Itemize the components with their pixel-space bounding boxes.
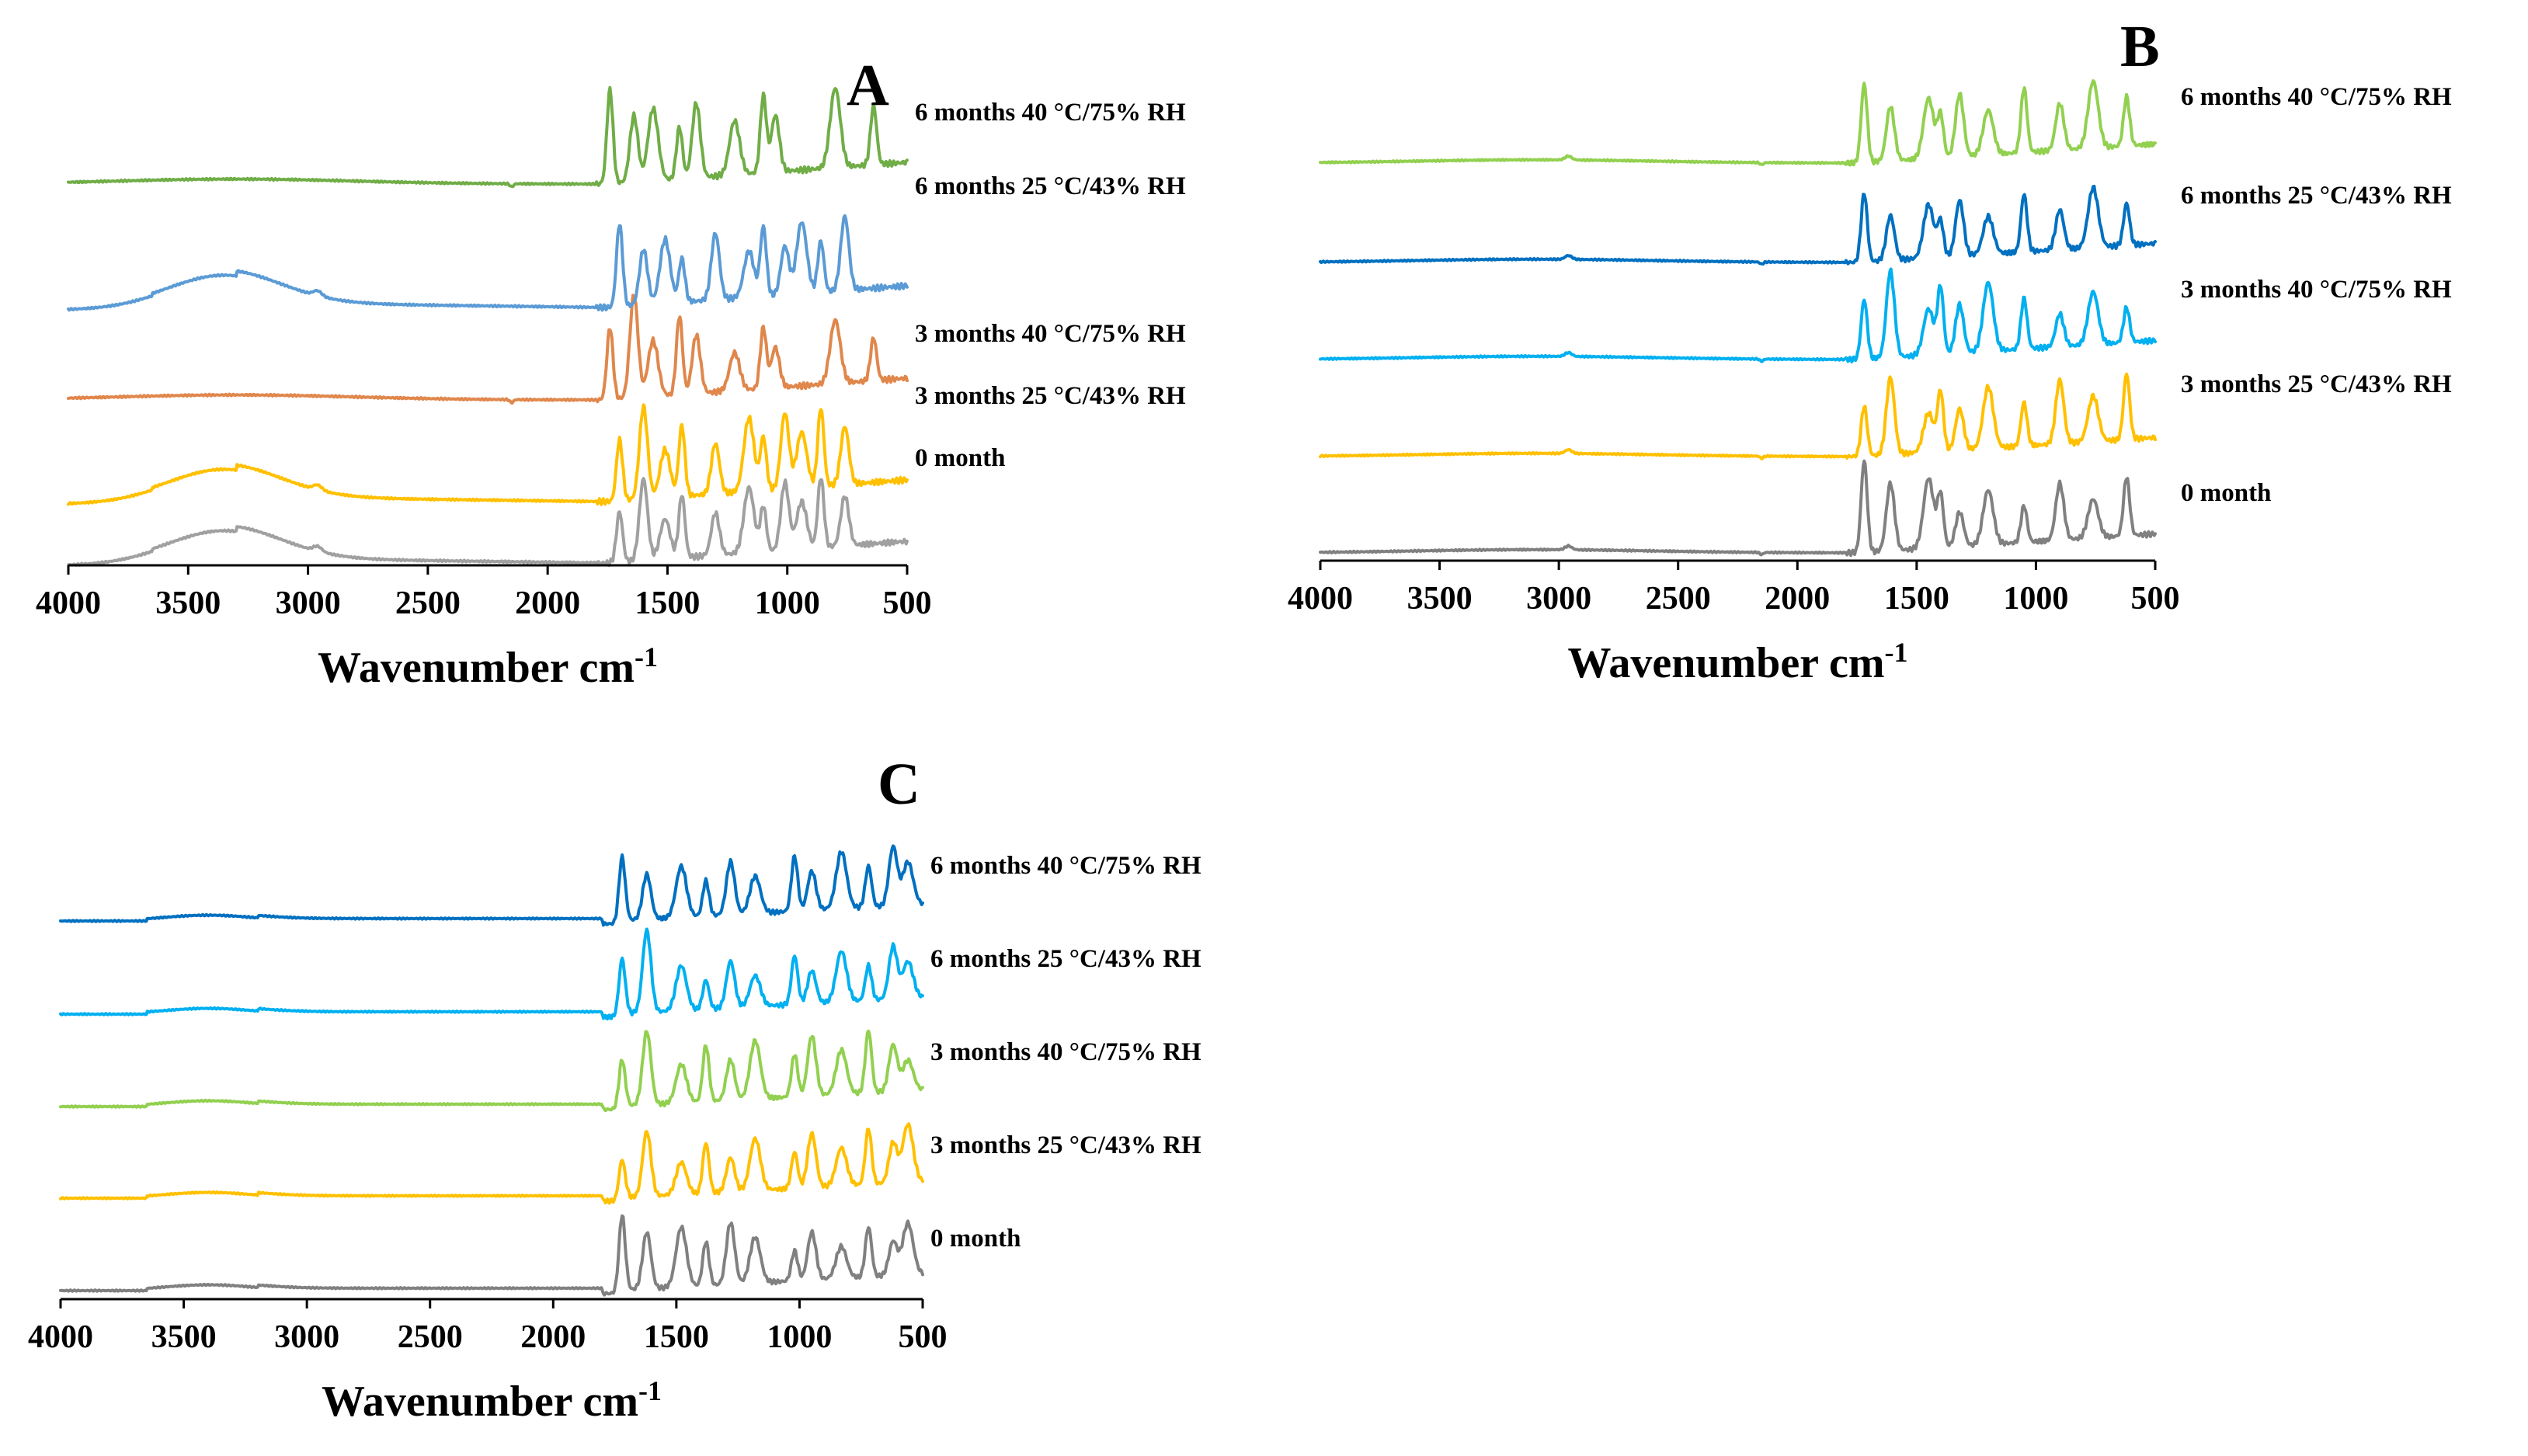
x-tick-label: 1000 [755, 586, 820, 621]
spectrum-a-0 [67, 477, 909, 568]
series-label: 3 months 25 °C/43% RH [915, 382, 1186, 410]
spectrum-b-2 [1319, 267, 2157, 363]
series-label: 0 month [930, 1225, 1021, 1253]
x-tick-label: 2500 [1646, 581, 1711, 617]
x-tick-label: 2500 [398, 1319, 463, 1355]
series-label: 6 months 25 °C/43% RH [930, 945, 1201, 973]
x-tick-label: 3000 [1526, 581, 1591, 617]
x-axis-label: Wavenumber cm-1 [322, 1375, 662, 1426]
x-tick-label: 1000 [2003, 581, 2068, 617]
x-tick-label: 2000 [515, 586, 580, 621]
series-label: 3 months 40 °C/75% RH [930, 1038, 1201, 1066]
x-tick-label: 3000 [274, 1319, 339, 1355]
x-tick-label: 1000 [767, 1319, 832, 1355]
x-tick-label: 4000 [28, 1319, 93, 1355]
panel-letter: C [878, 752, 920, 817]
series-label: 6 months 40 °C/75% RH [915, 99, 1186, 127]
panel-letter: A [847, 53, 889, 118]
x-tick-label: 3500 [155, 586, 221, 621]
spectrum-a-3 [67, 214, 909, 312]
x-tick-label: 1500 [644, 1319, 709, 1355]
x-tick-label: 1500 [635, 586, 700, 621]
series-label: 3 months 40 °C/75% RH [2181, 276, 2452, 304]
spectrum-a-2 [67, 294, 909, 405]
panel-a: 0 month 3 months 25 °C/43% RH 3 months 40 … [36, 53, 1186, 692]
x-axis-label: Wavenumber cm-1 [318, 641, 658, 692]
spectrum-b-3 [1319, 184, 2157, 266]
spectrum-a-4 [67, 85, 909, 189]
x-tick-label: 500 [883, 586, 932, 621]
series-label: 6 months 40 °C/75% RH [2181, 83, 2452, 111]
spectrum-b-1 [1319, 372, 2157, 460]
series-label: 3 months 40 °C/75% RH [915, 320, 1186, 348]
panel-letter: B [2120, 14, 2160, 79]
series-label: 0 month [915, 444, 1005, 472]
x-tick-label: 2000 [1765, 581, 1830, 617]
spectrum-b-0 [1319, 459, 2157, 558]
spectrum-c-1 [59, 1122, 924, 1205]
x-tick-label: 500 [899, 1319, 948, 1355]
x-tick-label: 2500 [395, 586, 461, 621]
panel-b: 0 month 3 months 25 °C/43% RH 3 months 40 … [1288, 14, 2452, 687]
series-label: 0 month [2181, 479, 2271, 507]
series-label: 6 months 25 °C/43% RH [2181, 182, 2452, 210]
x-tick-label: 500 [2131, 581, 2180, 617]
x-tick-label: 2000 [520, 1319, 586, 1355]
series-label: 3 months 25 °C/43% RH [2181, 370, 2452, 398]
series-label: 6 months 25 °C/43% RH [915, 172, 1186, 200]
spectrum-b-4 [1319, 79, 2157, 167]
x-tick-label: 4000 [36, 586, 101, 621]
spectrum-c-3 [59, 927, 924, 1021]
x-axis-label: Wavenumber cm-1 [1567, 637, 1907, 687]
series-label: 6 months 40 °C/75% RH [930, 852, 1201, 880]
spectrum-c-4 [59, 844, 924, 927]
spectrum-c-2 [59, 1029, 924, 1113]
x-tick-label: 3500 [1407, 581, 1473, 617]
panel-c: 0 month 3 months 25 °C/43% RH 3 months 40 … [28, 752, 1201, 1426]
x-tick-label: 3500 [151, 1319, 217, 1355]
x-tick-label: 4000 [1288, 581, 1353, 617]
x-tick-label: 3000 [276, 586, 341, 621]
spectrum-a-1 [67, 403, 909, 506]
x-tick-label: 1500 [1884, 581, 1949, 617]
series-label: 3 months 25 °C/43% RH [930, 1131, 1201, 1159]
spectrum-c-0 [59, 1214, 924, 1297]
